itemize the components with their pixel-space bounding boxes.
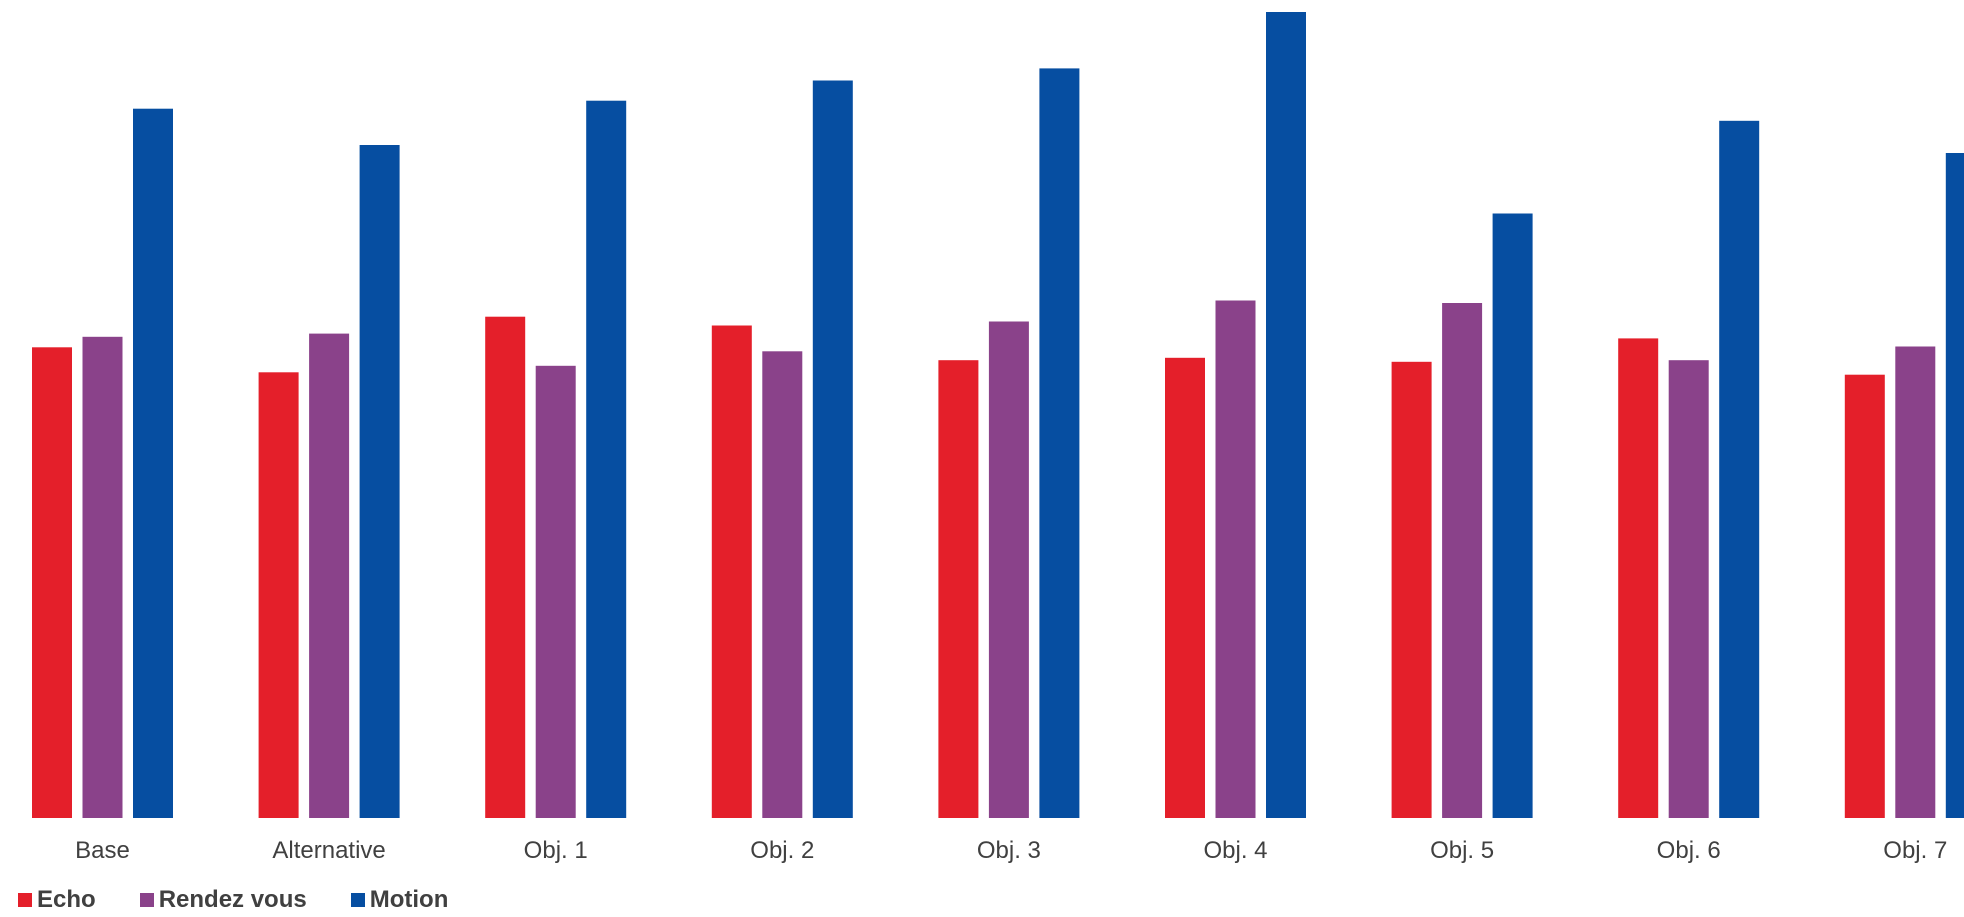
bar-echo-obj-5 bbox=[1391, 361, 1432, 818]
bar-motion-obj-4 bbox=[1266, 12, 1306, 818]
x-tick-label-obj-4: Obj. 4 bbox=[1203, 837, 1267, 864]
bar-motion-obj-6 bbox=[1719, 120, 1760, 819]
legend-swatch-rendez-vous bbox=[139, 893, 154, 907]
bar-motion-alternative bbox=[359, 145, 400, 818]
legend-swatch-echo bbox=[18, 893, 32, 907]
x-tick-label-alternative: Alternative bbox=[272, 837, 385, 864]
bar-motion-obj-7 bbox=[1945, 153, 1964, 818]
bar-echo-alternative bbox=[258, 372, 299, 818]
bar-echo-obj-6 bbox=[1618, 338, 1659, 818]
bar-echo-obj-3 bbox=[938, 360, 979, 818]
bar-motion-obj-1 bbox=[586, 100, 627, 818]
bar-motion-obj-5 bbox=[1492, 213, 1533, 818]
bar-rendez-vous-obj-1 bbox=[535, 365, 576, 818]
bar-rendez-vous-obj-6 bbox=[1668, 360, 1709, 818]
legend-label-echo: Echo bbox=[37, 886, 96, 913]
bar-rendez-vous-obj-4 bbox=[1215, 300, 1256, 818]
x-tick-label-obj-2: Obj. 2 bbox=[750, 837, 814, 864]
bar-motion-base bbox=[133, 108, 173, 818]
x-tick-label-obj-1: Obj. 1 bbox=[524, 837, 588, 864]
bar-echo-obj-4 bbox=[1165, 357, 1205, 818]
x-tick-label-obj-5: Obj. 5 bbox=[1430, 837, 1494, 864]
bar-rendez-vous-base bbox=[82, 336, 123, 818]
bar-rendez-vous-obj-7 bbox=[1895, 346, 1936, 818]
legend-label-rendez-vous: Rendez vous bbox=[158, 886, 307, 913]
bar-motion-obj-3 bbox=[1039, 68, 1080, 818]
legend-label-motion: Motion bbox=[369, 886, 449, 913]
bar-rendez-vous-obj-2 bbox=[762, 351, 803, 818]
bar-rendez-vous-obj-3 bbox=[988, 321, 1029, 818]
x-tick-label-obj-3: Obj. 3 bbox=[977, 837, 1041, 864]
bar-motion-obj-2 bbox=[812, 80, 853, 818]
legend-item-motion: Motion bbox=[350, 886, 449, 914]
x-axis-ticks: Base Alternative Obj. 1 Obj. 2 Obj. 3 Obj. 4 O… bbox=[75, 837, 1947, 864]
bar-echo-obj-2 bbox=[711, 325, 752, 818]
bars-group bbox=[32, 12, 1964, 819]
legend: Echo Rendez vous Motion bbox=[18, 886, 492, 914]
bar-echo-base bbox=[32, 347, 72, 818]
legend-item-rendez-vous: Rendez vous bbox=[139, 886, 307, 914]
bar-echo-obj-1 bbox=[485, 316, 526, 818]
x-tick-label-obj-7: Obj. 7 bbox=[1883, 837, 1947, 864]
legend-swatch-motion bbox=[350, 893, 365, 907]
bar-rendez-vous-alternative bbox=[309, 333, 350, 818]
x-tick-label-obj-6: Obj. 6 bbox=[1657, 837, 1721, 864]
bar-echo-obj-7 bbox=[1844, 374, 1885, 818]
x-tick-label-base: Base bbox=[75, 837, 130, 864]
bar-rendez-vous-obj-5 bbox=[1442, 303, 1483, 818]
legend-item-echo: Echo bbox=[18, 886, 96, 914]
